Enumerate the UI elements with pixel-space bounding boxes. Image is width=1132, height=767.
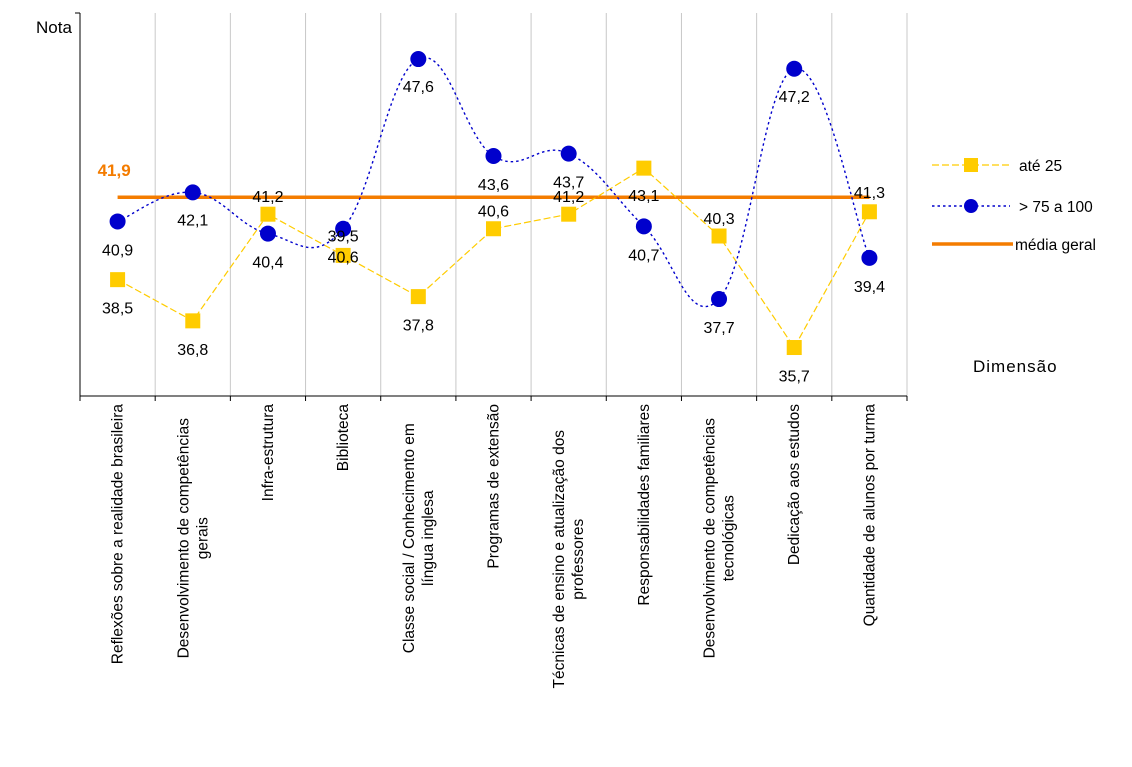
axes (75, 12, 908, 401)
category-labels: Reflexões sobre a realidade brasileira De… (110, 404, 879, 689)
series-75-100-data-label: 40,7 (628, 247, 659, 264)
series-ate-25-data-label: 41,2 (553, 189, 584, 206)
category-tick-label: Desenvolvimento de competências (702, 418, 719, 659)
category-label: Quantidade de alunos por turma (861, 404, 878, 627)
series-ate-25-point (786, 340, 802, 356)
series-ate-25-data-label: 40,3 (703, 211, 734, 228)
category-label: Classe social / Conhecimento em língua in… (401, 423, 437, 653)
x-axis-title: Dimensão (973, 357, 1058, 376)
series-ate-25-point (636, 160, 652, 176)
series-75-100-point (635, 218, 652, 235)
series-ate-25-data-label: 35,7 (779, 369, 810, 386)
average-value-label: 41,9 (98, 161, 131, 180)
series-75-100-data-label: 40,4 (252, 255, 283, 272)
series-75-100-point (109, 213, 126, 230)
series-ate-25-point (711, 228, 727, 244)
series-ate-25-data-label: 41,2 (252, 189, 283, 206)
series-75-100-line (117, 56, 871, 308)
category-tick-label: Programas de extensão (486, 404, 503, 569)
category-label: Infra-estrutura (260, 404, 277, 502)
category-tick-label: Biblioteca (335, 404, 352, 472)
series-ate-25-data-label: 41,3 (854, 185, 885, 202)
category-tick-label: Quantidade de alunos por turma (861, 404, 878, 627)
series-75-100-point (335, 220, 352, 237)
category-label: Reflexões sobre a realidade brasileira (110, 404, 127, 665)
category-tick-label: professores (570, 518, 587, 599)
category-label: Desenvolvimento de competências gerais (175, 418, 211, 659)
series-ate-25-point (260, 206, 276, 222)
series-ate-25-point (561, 206, 577, 222)
series-ate-25-data-label: 38,5 (102, 301, 133, 318)
legend: até 25 > 75 a 100 média geral (932, 158, 1096, 254)
average-line-group: 41,9 (98, 161, 870, 199)
category-label: Biblioteca (335, 404, 352, 472)
legend-75-100-marker (964, 199, 978, 213)
series-ate-25-point (861, 204, 877, 220)
category-tick-label: Infra-estrutura (260, 404, 277, 502)
category-tick-label: Responsabilidades familiares (636, 404, 653, 606)
legend-ate-25-label: até 25 (1019, 158, 1062, 175)
series-75-100-point (485, 148, 502, 165)
legend-ate-25-marker (964, 158, 978, 172)
series-75-100-point (184, 184, 201, 201)
series-ate-25-point (335, 247, 351, 263)
series-75-100-point (786, 60, 803, 77)
series-ate-25-point (185, 313, 201, 329)
series-75-100-data-label: 47,2 (779, 89, 810, 106)
series-75-100-data-label: 40,9 (102, 242, 133, 259)
legend-75-100-label: > 75 a 100 (1019, 199, 1093, 216)
series-ate-25-data-label: 37,8 (403, 318, 434, 335)
series-75-100-data-label: 40,6 (328, 250, 359, 267)
category-tick-label: língua inglesa (420, 490, 437, 586)
series-ate-25-data-label: 40,6 (478, 204, 509, 221)
category-tick-label: Reflexões sobre a realidade brasileira (110, 404, 127, 665)
category-tick-label: Dedicação aos estudos (786, 404, 803, 565)
series-ate-25-point (410, 289, 426, 305)
grid-lines (154, 13, 908, 396)
series-ate-25-line (117, 167, 870, 349)
series-ate-25-data-label: 39,5 (328, 228, 359, 245)
series-75-100-data-label: 43,7 (553, 175, 584, 192)
series-75-100-point (560, 145, 577, 162)
series-75-100-data-label: 37,7 (703, 320, 734, 337)
series-75-100-data-label: 42,1 (177, 212, 208, 229)
category-tick-label: Desenvolvimento de competências (175, 418, 192, 659)
category-label: Responsabilidades familiares (636, 404, 653, 606)
series-75-100-point (259, 225, 276, 242)
series-75-100-data-label: 39,4 (854, 279, 885, 296)
series-75-100-point (410, 51, 427, 68)
legend-media-geral-label: média geral (1015, 237, 1096, 254)
category-tick-label: tecnológicas (721, 495, 738, 581)
series-75-100-data-label: 43,6 (478, 177, 509, 194)
series-ate-25-point (486, 221, 501, 237)
category-label: Desenvolvimento de competências tecnológi… (702, 418, 738, 659)
series-ate-25-point (110, 272, 126, 288)
category-label: Dedicação aos estudos (786, 404, 803, 565)
category-tick-label: Técnicas de ensino e atualização dos (551, 430, 568, 689)
series-ate-25-data-label: 43,1 (628, 188, 659, 205)
series-75-100-point (861, 249, 878, 266)
category-tick-label: gerais (194, 517, 211, 559)
category-label: Técnicas de ensino e atualização dos prof… (551, 430, 587, 689)
series-75-100-data-label: 47,6 (403, 79, 434, 96)
y-axis-title: Nota (36, 18, 72, 37)
category-tick-label: Classe social / Conhecimento em (401, 423, 418, 653)
series-75-100-point (711, 291, 728, 308)
series-group: 38,5 36,8 41,2 39,5 37,8 40,6 41,2 43,1 40,3 35,7… (102, 51, 885, 386)
series-ate-25-data-label: 36,8 (177, 342, 208, 359)
category-label: Programas de extensão (486, 404, 503, 569)
